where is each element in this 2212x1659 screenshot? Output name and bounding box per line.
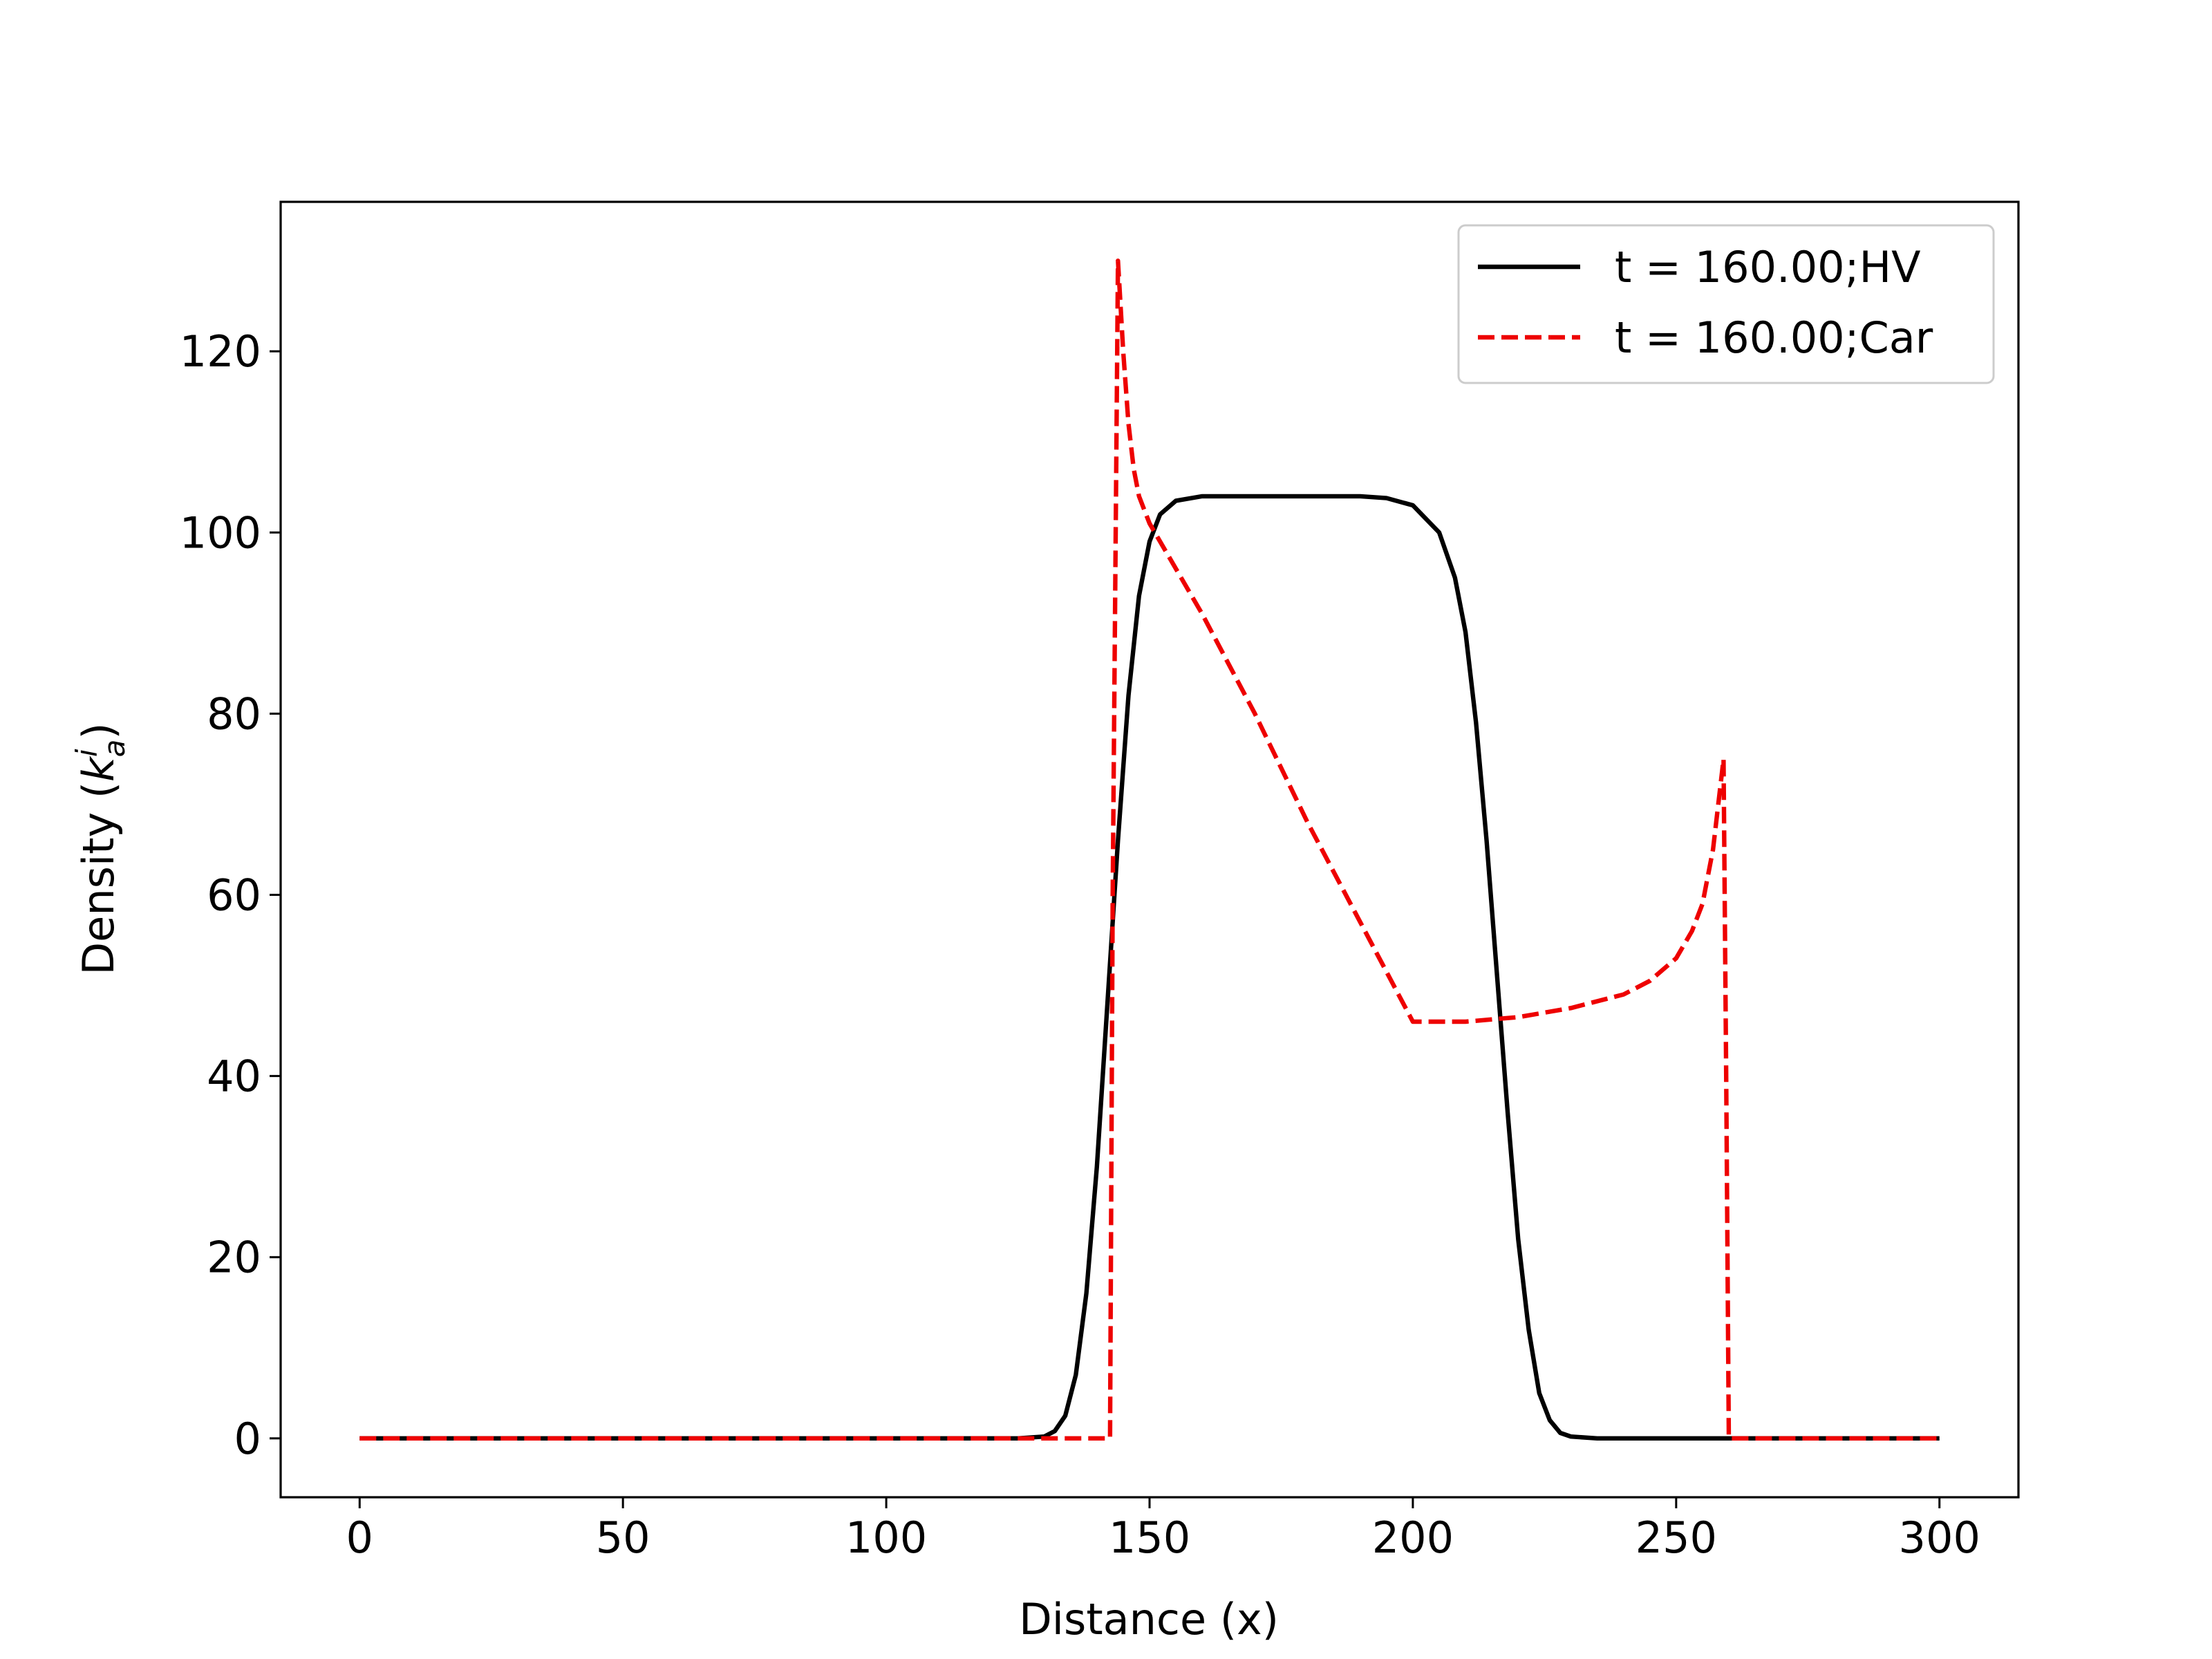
y-label-text: Density ( [73,782,124,975]
legend-label: t = 160.00;HV [1615,242,1921,292]
legend-label: t = 160.00;Car [1615,312,1933,363]
y-tick-label: 20 [207,1232,261,1283]
y-axis-label: Density (kia) [70,722,131,975]
x-axis-label: Distance (x) [1019,1594,1279,1644]
y-label-sup: i [70,749,104,757]
y-label-symbol: k [73,756,124,782]
x-tick-label: 100 [845,1512,927,1563]
axes-frame [279,200,2020,1499]
line-series [359,258,1940,1441]
x-tick-label: 0 [346,1512,373,1563]
y-tick-label: 60 [207,870,261,921]
legend-box [1457,224,1995,384]
x-tick-label: 250 [1635,1512,1717,1563]
x-tick-label: 300 [1899,1512,1980,1563]
y-tick-label: 100 [180,507,261,558]
y-tick-label: 40 [207,1051,261,1102]
x-tick-label: 200 [1372,1512,1454,1563]
x-tick-label: 150 [1109,1512,1190,1563]
y-tick-label: 120 [180,326,261,377]
y-tick-label: 80 [207,688,261,739]
line-series [359,494,1940,1441]
y-label-sub: a [97,740,131,758]
y-tick-label: 0 [234,1414,261,1464]
y-label-close: ) [73,722,124,739]
x-tick-label: 50 [596,1512,650,1563]
